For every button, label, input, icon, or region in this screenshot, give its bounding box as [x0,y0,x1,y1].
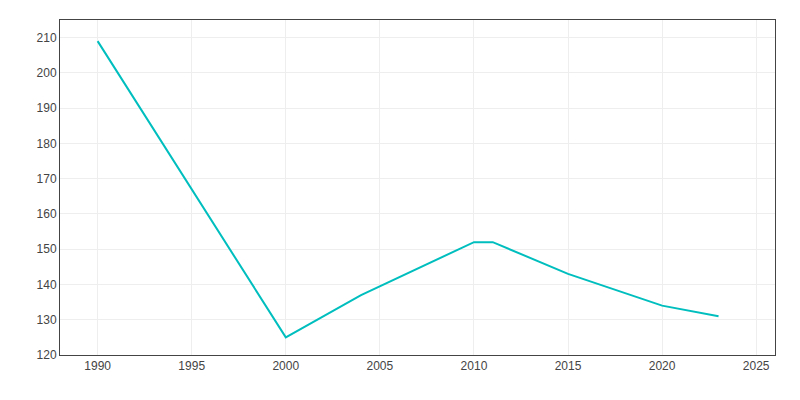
svg-text:210: 210 [37,31,57,45]
svg-text:1990: 1990 [84,359,111,373]
svg-text:180: 180 [37,137,57,151]
svg-text:2020: 2020 [649,359,676,373]
svg-text:200: 200 [37,66,57,80]
svg-text:2005: 2005 [367,359,394,373]
svg-text:130: 130 [37,313,57,327]
svg-text:170: 170 [37,172,57,186]
svg-text:140: 140 [37,278,57,292]
svg-text:120: 120 [37,348,57,362]
svg-text:160: 160 [37,207,57,221]
svg-text:150: 150 [37,242,57,256]
svg-text:190: 190 [37,101,57,115]
svg-text:2000: 2000 [272,359,299,373]
svg-text:2025: 2025 [743,359,770,373]
svg-text:2010: 2010 [461,359,488,373]
svg-text:2015: 2015 [555,359,582,373]
svg-text:1995: 1995 [178,359,205,373]
